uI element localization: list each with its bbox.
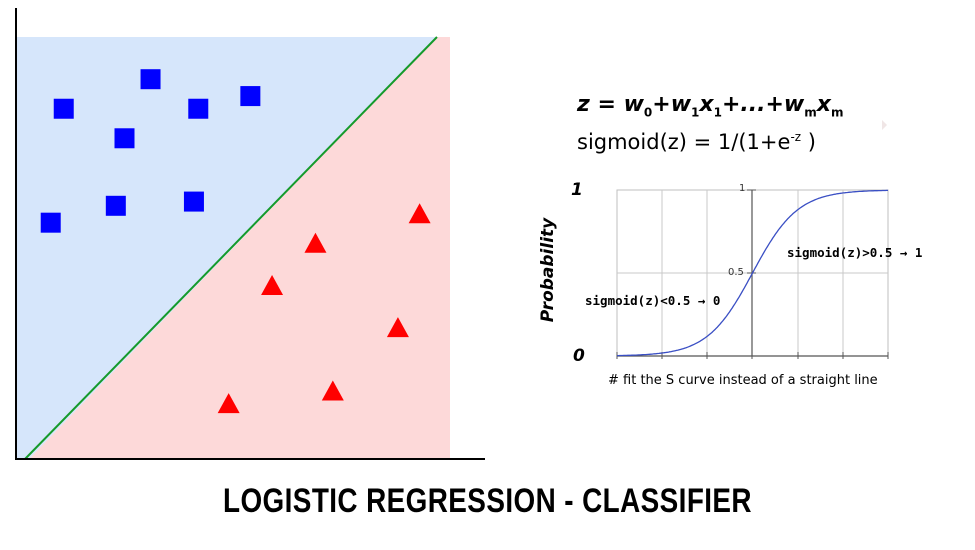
red-triangle-point bbox=[217, 393, 240, 414]
blue-square-point bbox=[183, 191, 204, 212]
blue-square-point bbox=[53, 98, 74, 119]
tick-half: 0.5 bbox=[728, 267, 744, 278]
annotation-high: sigmoid(z)>0.5 → 1 bbox=[787, 245, 923, 260]
sigmoid-grid bbox=[616, 189, 889, 359]
linear-formula: z = w0+w1x1+...+wmxm bbox=[577, 92, 844, 120]
blue-square-point bbox=[188, 98, 209, 119]
red-triangle-point bbox=[304, 232, 327, 253]
decision-boundary bbox=[24, 36, 438, 460]
blue-square-point bbox=[40, 212, 61, 233]
probability-axis-label: Probability bbox=[538, 217, 558, 323]
blue-square-point bbox=[240, 86, 261, 107]
class-region-red bbox=[29, 37, 451, 459]
arrow-icon bbox=[882, 120, 887, 130]
sigmoid-plot bbox=[616, 189, 889, 359]
tick-one: 1 bbox=[739, 183, 746, 194]
blue-square-point bbox=[105, 195, 126, 216]
sigmoid-definition: sigmoid(z) = 1/(1+e-z ) bbox=[577, 130, 816, 154]
red-triangle-point bbox=[261, 274, 284, 295]
red-triangle-point bbox=[321, 380, 344, 401]
sigmoid-curve bbox=[617, 189, 888, 357]
red-triangle-point bbox=[408, 203, 431, 224]
probability-one-label: 1 bbox=[571, 180, 583, 200]
blue-square-point bbox=[114, 128, 135, 149]
sigmoid-caption: # fit the S curve instead of a straight … bbox=[608, 373, 878, 388]
probability-zero-label: 0 bbox=[573, 346, 585, 366]
data-points bbox=[40, 69, 431, 414]
blue-square-point bbox=[140, 69, 161, 90]
page-title: LOGISTIC REGRESSION - CLASSIFIER bbox=[223, 482, 752, 520]
annotation-low: sigmoid(z)<0.5 → 0 bbox=[585, 293, 721, 308]
red-triangle-point bbox=[386, 317, 409, 338]
classifier-plot bbox=[15, 8, 485, 460]
